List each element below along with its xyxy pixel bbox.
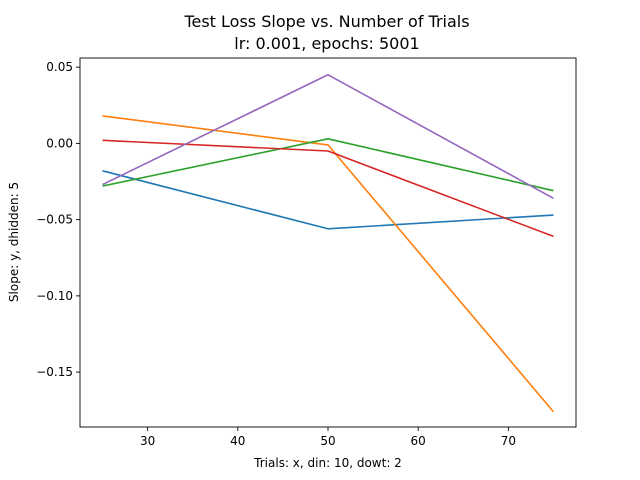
- series-line-3: [102, 138, 554, 192]
- chart-title: Test Loss Slope vs. Number of Trials: [183, 12, 469, 31]
- x-axis-label: Trials: x, din: 10, dowt: 2: [253, 456, 402, 470]
- y-tick-label: 0.00: [46, 136, 73, 150]
- axes-frame: [79, 57, 577, 428]
- series-line-1: [102, 170, 554, 230]
- x-tick-label: 70: [501, 434, 516, 448]
- y-tick-label: −0.15: [36, 365, 73, 379]
- series-line-2: [102, 115, 555, 413]
- series-line-4: [102, 139, 554, 238]
- x-tick-label: 40: [230, 434, 245, 448]
- chart-subtitle: lr: 0.001, epochs: 5001: [234, 34, 419, 53]
- y-tick-label: −0.10: [36, 289, 73, 303]
- x-tick-label: 50: [320, 434, 335, 448]
- y-tick-label: −0.05: [36, 213, 73, 227]
- plot-area: 30 40 50 60 70 0.05 0.00 −0.05 −0.10 −0.15: [36, 57, 577, 448]
- x-tick-label: 30: [140, 434, 155, 448]
- x-tick-label: 60: [411, 434, 426, 448]
- series-line-5: [102, 73, 554, 199]
- y-tick-label: 0.05: [46, 60, 73, 74]
- y-axis-label: Slope: y, dhidden: 5: [7, 182, 21, 302]
